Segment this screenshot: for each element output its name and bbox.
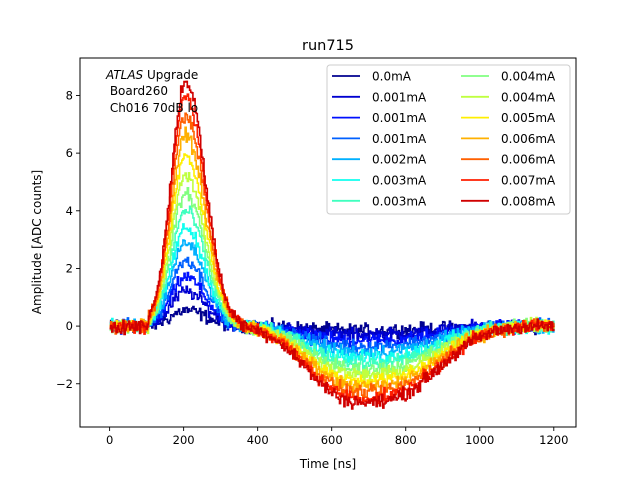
series-layer: [109, 80, 555, 410]
legend-label: 0.003mA: [372, 174, 427, 188]
plot-frame: [79, 57, 577, 428]
y-tick-label: 0: [66, 319, 73, 333]
annotation-line-1: ATLAS Upgrade: [105, 68, 198, 82]
legend-label: 0.001mA: [372, 111, 427, 125]
series-line-14: [109, 80, 555, 410]
annotation-board: Board260: [106, 84, 168, 98]
legend-label: 0.004mA: [501, 70, 556, 84]
series-line-10: [109, 153, 555, 387]
y-axis-ticks: −2 0 2 4 6 8: [56, 88, 80, 391]
chart-title: run715: [302, 38, 354, 54]
legend: 0.0mA 0.001mA 0.001mA 0.001mA 0.002mA 0.003mA…: [326, 64, 571, 215]
annotation-channel: Ch016 70dB lo: [106, 101, 198, 115]
legend-label: 0.0mA: [372, 70, 412, 84]
y-tick-label: −2: [56, 377, 73, 391]
y-tick-label: 4: [66, 204, 73, 218]
x-tick-label: 800: [395, 433, 417, 447]
legend-label: 0.001mA: [372, 132, 427, 146]
x-tick-label: 400: [247, 433, 269, 447]
legend-frame: [326, 64, 571, 215]
x-axis-label: Time [ns]: [299, 457, 356, 471]
legend-label: 0.001mA: [372, 90, 427, 104]
x-tick-label: 200: [173, 433, 195, 447]
x-tick-label: 1000: [465, 433, 494, 447]
legend-label: 0.006mA: [501, 153, 556, 167]
series-line-12: [109, 112, 555, 400]
x-tick-label: 600: [321, 433, 343, 447]
x-tick-label: 0: [106, 433, 113, 447]
legend-label: 0.003mA: [372, 194, 427, 208]
x-axis-ticks: 0 200 400 600 800 1000 1200: [106, 427, 568, 447]
legend-label: 0.005mA: [501, 111, 556, 125]
y-tick-label: 6: [66, 146, 73, 160]
y-tick-label: 8: [66, 88, 73, 102]
atlas-label: ATLAS: [105, 68, 144, 82]
legend-label: 0.007mA: [501, 174, 556, 188]
legend-label: 0.008mA: [501, 194, 556, 208]
legend-label: 0.004mA: [501, 90, 556, 104]
legend-label: 0.006mA: [501, 132, 556, 146]
y-tick-label: 2: [66, 261, 73, 275]
legend-label: 0.002mA: [372, 153, 427, 167]
x-tick-label: 1200: [539, 433, 568, 447]
upgrade-label: Upgrade: [143, 68, 198, 82]
atlas-annotation: ATLAS Upgrade Board260 Ch016 70dB lo: [105, 68, 198, 115]
y-axis-label: Amplitude [ADC counts]: [30, 170, 44, 314]
